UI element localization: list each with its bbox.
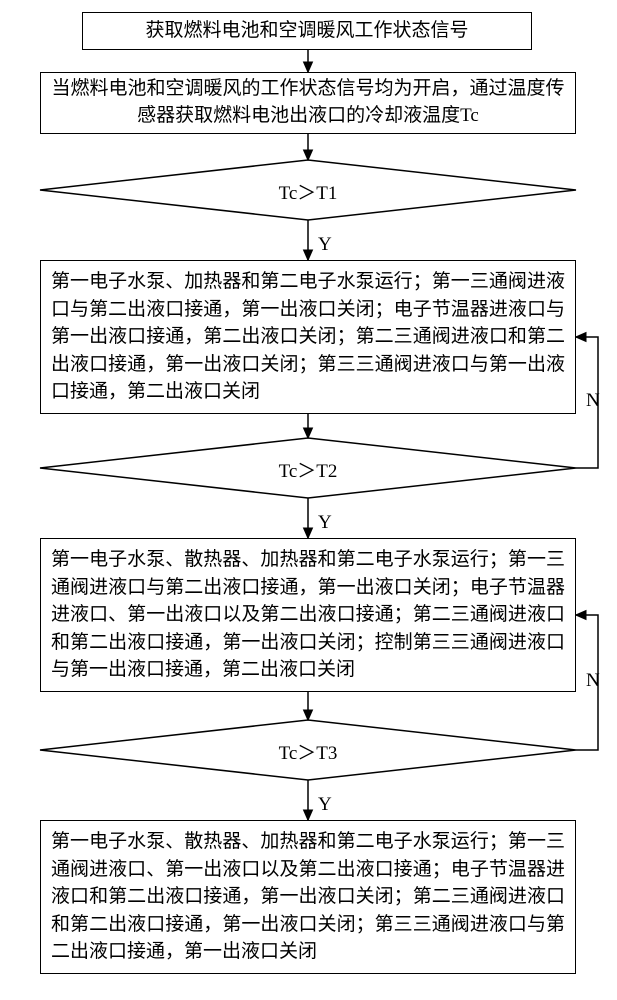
box-text: 第一电子水泵、加热器和第二电子水泵运行；第一三通阀进液口与第二出液口接通，第一出… [41,262,575,412]
flowchart-box-b4: 第一电子水泵、散热器、加热器和第二电子水泵运行；第一三通阀进液口与第二出液口接通… [40,538,576,692]
edge-label-e5: Y [318,512,332,534]
edge-label-e7: Y [318,794,332,816]
edge-label-n1: N [586,390,600,412]
box-text: 第一电子水泵、散热器、加热器和第二电子水泵运行；第一三通阀进液口、第一出液口以及… [41,822,575,972]
flowchart-box-b5: 第一电子水泵、散热器、加热器和第二电子水泵运行；第一三通阀进液口、第一出液口以及… [40,820,576,974]
diamond-label-d2: Tc＞T2 [248,456,368,483]
box-text: 第一电子水泵、散热器、加热器和第二电子水泵运行；第一三通阀进液口与第二出液口接通… [41,540,575,690]
flowchart-box-b3: 第一电子水泵、加热器和第二电子水泵运行；第一三通阀进液口与第二出液口接通，第一出… [40,260,576,414]
box-text: 当燃料电池和空调暖风的工作状态信号均为开启，通过温度传感器获取燃料电池出液口的冷… [41,72,575,133]
flowchart-box-b1: 获取燃料电池和空调暖风工作状态信号 [82,12,532,50]
edge-label-e3: Y [318,234,332,256]
diamond-label-d3: Tc＞T3 [248,738,368,765]
box-text: 获取燃料电池和空调暖风工作状态信号 [137,14,476,49]
edge-label-n2: N [586,670,600,692]
flowchart-box-b2: 当燃料电池和空调暖风的工作状态信号均为开启，通过温度传感器获取燃料电池出液口的冷… [40,72,576,134]
diamond-label-d1: Tc＞T1 [248,178,368,205]
